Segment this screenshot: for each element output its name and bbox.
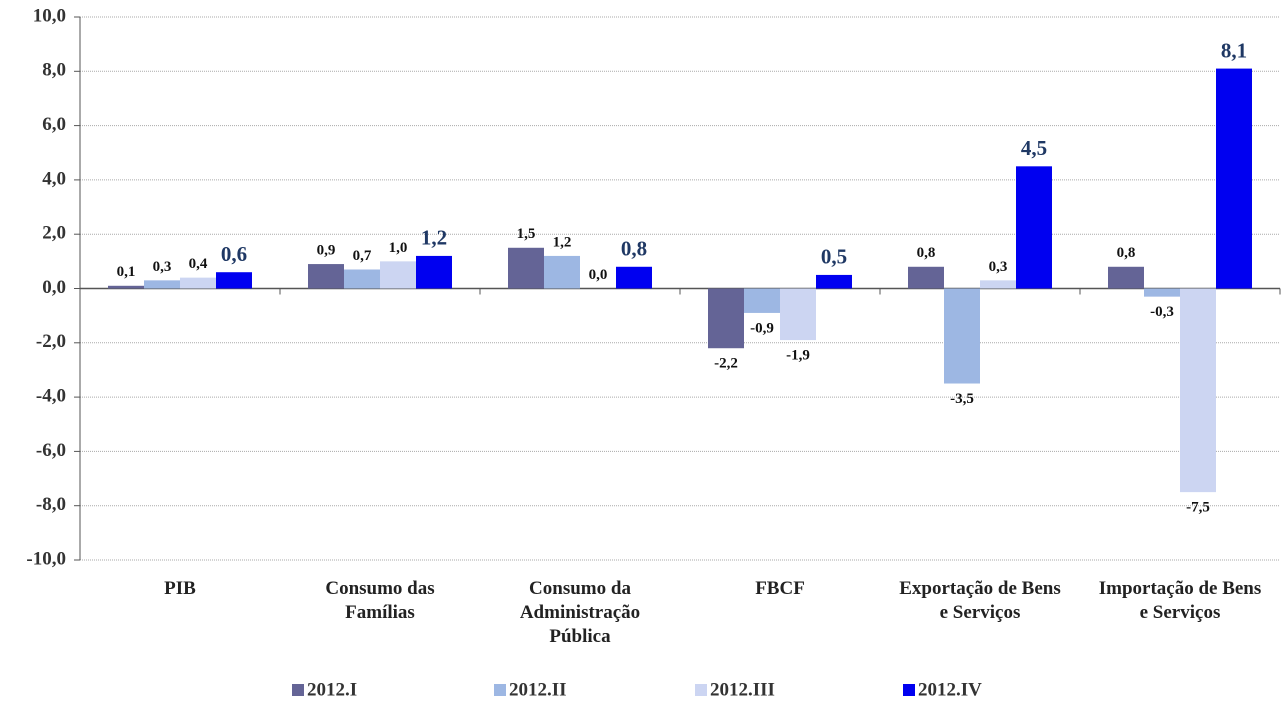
bar xyxy=(780,288,816,341)
bar xyxy=(616,266,652,289)
bar xyxy=(308,264,344,289)
y-tick-label: 6,0 xyxy=(42,114,66,135)
bar xyxy=(708,288,744,349)
value-label: -2,2 xyxy=(714,356,738,372)
x-tick-label: Importação de Bens e Serviços xyxy=(1098,578,1262,623)
bar xyxy=(180,277,216,289)
bar xyxy=(1016,166,1052,289)
bar xyxy=(816,274,852,289)
value-label: 0,6 xyxy=(221,242,247,266)
value-label: 1,5 xyxy=(517,226,536,242)
value-label: 0,8 xyxy=(621,237,647,261)
bar xyxy=(216,272,252,289)
bar xyxy=(944,288,980,384)
value-label: 1,0 xyxy=(389,240,408,256)
legend-swatch xyxy=(903,684,915,696)
value-label: 0,4 xyxy=(189,256,208,272)
bar xyxy=(108,285,144,289)
bar xyxy=(980,280,1016,289)
value-label: 4,5 xyxy=(1021,136,1047,160)
y-tick-label: -4,0 xyxy=(36,385,66,406)
value-label: 0,5 xyxy=(821,245,847,269)
bar xyxy=(508,247,544,289)
bar xyxy=(908,266,944,289)
value-label: 0,1 xyxy=(117,264,136,280)
legend-swatch xyxy=(292,684,304,696)
value-label: 8,1 xyxy=(1221,38,1247,62)
legend-label: 2012.I xyxy=(307,679,357,700)
value-label: -3,5 xyxy=(950,391,974,407)
y-tick-label: 8,0 xyxy=(42,60,66,81)
bar xyxy=(1108,266,1144,289)
value-label: 0,8 xyxy=(917,245,936,261)
value-label: 0,3 xyxy=(153,259,172,275)
bar xyxy=(1180,288,1216,493)
y-tick-label: -8,0 xyxy=(36,494,66,515)
x-tick-label: Exportação de Bens e Serviços xyxy=(899,578,1061,623)
x-tick-label: FBCF xyxy=(755,578,805,599)
value-label: 1,2 xyxy=(553,234,572,250)
value-label: 0,0 xyxy=(589,267,608,283)
x-tick-label: Consumo da Administração Pública xyxy=(519,578,641,647)
value-label: -0,3 xyxy=(1150,304,1174,320)
bar xyxy=(144,280,180,289)
bar xyxy=(744,288,780,313)
legend-swatch xyxy=(494,684,506,696)
value-label: -1,9 xyxy=(786,348,810,364)
bar xyxy=(1216,68,1252,289)
y-tick-label: 4,0 xyxy=(42,168,66,189)
bar xyxy=(416,255,452,289)
value-label: 0,3 xyxy=(989,259,1008,275)
y-tick-label: -2,0 xyxy=(36,331,66,352)
value-label: -0,9 xyxy=(750,320,774,336)
legend-label: 2012.IV xyxy=(918,679,982,700)
x-tick-label: PIB xyxy=(164,578,196,599)
bar xyxy=(380,261,416,289)
y-tick-label: 10,0 xyxy=(33,5,66,26)
x-tick-label: Consumo das Famílias xyxy=(325,578,435,623)
bar xyxy=(544,255,580,289)
value-label: 0,8 xyxy=(1117,245,1136,261)
bar xyxy=(1144,288,1180,297)
legend-label: 2012.II xyxy=(509,679,567,700)
value-label: 0,9 xyxy=(317,243,336,259)
legend-swatch xyxy=(695,684,707,696)
y-tick-label: -6,0 xyxy=(36,440,66,461)
y-tick-label: 2,0 xyxy=(42,223,66,244)
y-tick-label: -10,0 xyxy=(26,548,66,569)
legend-label: 2012.III xyxy=(710,679,775,700)
value-label: 0,7 xyxy=(353,248,372,264)
value-label: 1,2 xyxy=(421,226,447,250)
value-label: -7,5 xyxy=(1186,500,1210,516)
bar xyxy=(344,269,380,289)
y-tick-label: 0,0 xyxy=(42,277,66,298)
